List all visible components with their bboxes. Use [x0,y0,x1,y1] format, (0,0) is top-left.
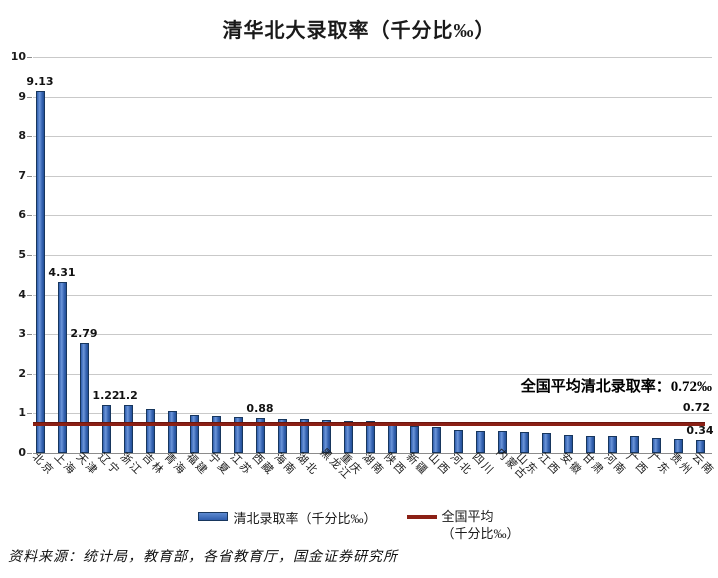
bar-甘肃 [585,435,595,453]
legend-item-admission-rate: 清北录取率（千分比‰） [198,508,377,527]
y-axis-label-5: 5 [18,248,26,261]
y-axis-label-3: 3 [18,327,26,341]
bar-四川 [475,430,485,453]
y-axis-tick-10 [27,57,32,58]
gridline-1 [33,413,712,415]
bar-江西 [541,433,551,453]
bar-value-label-北京: 9.13 [26,75,54,89]
gridline-8 [33,136,712,138]
legend-label-admission-rate: 清北录取率（千分比‰） [233,511,377,526]
bar-山东 [519,432,529,453]
line-swatch-icon [406,515,437,519]
y-axis-tick-2 [27,373,32,375]
gridline-10 [33,57,712,58]
y-axis-tick-3 [27,334,32,336]
legend-item-national-average: 全国平均 （千分比‰） [406,508,520,542]
bar-河南 [607,435,617,453]
bar-河北 [453,430,463,453]
gridline-7 [33,175,712,177]
y-axis-label-0: 0 [18,446,26,459]
bar-新疆 [409,426,419,453]
legend-label-national-average-line1: 全国平均 [441,509,494,524]
legend-label-national-average: 全国平均 （千分比‰） [442,508,520,542]
bar-西藏 [255,418,265,453]
y-axis-tick-1 [27,413,32,415]
bar-内蒙古 [497,431,507,453]
y-axis-tick-6 [27,215,32,217]
bar-swatch-icon [198,512,229,521]
y-axis-tick-5 [27,255,32,256]
bar-辽宁 [101,404,111,453]
bar-value-label-云南: 0.34 [686,423,714,437]
national-average-line [33,422,705,427]
y-axis-tick-8 [27,136,32,138]
bar-重庆 [343,420,353,453]
bar-浙江 [123,405,133,453]
y-axis-label-1: 1 [18,406,26,420]
bar-广西 [629,436,639,453]
bar-海南 [277,418,287,453]
bar-福建 [189,414,199,453]
bar-广东 [651,438,661,453]
y-axis-label-9: 9 [18,89,26,103]
bar-湖南 [365,421,375,453]
bar-value-label-辽宁: 1.22 [92,388,120,402]
bar-天津 [79,342,89,453]
chart-title: 清华北大录取率（千分比‰） [222,20,496,42]
y-axis-label-2: 2 [18,366,26,380]
bar-青海 [167,411,177,453]
bar-贵州 [673,439,683,453]
gridline-0 [33,453,712,454]
bar-上海 [57,282,67,453]
y-axis-tick-7 [27,175,32,177]
bar-湖北 [299,418,309,453]
national-average-value-label: 0.72 [682,401,710,414]
y-axis-tick-9 [27,96,32,98]
bar-value-label-西藏: 0.88 [246,402,274,416]
national-average-annotation: 全国平均清北录取率：0.72‰ [520,379,712,395]
gridline-9 [33,96,712,98]
bar-云南 [695,439,705,453]
bar-value-label-天津: 2.79 [70,326,98,340]
bar-安徽 [563,434,573,453]
y-axis-label-4: 4 [18,287,26,301]
bar-江苏 [233,416,243,453]
gridline-5 [33,255,712,256]
bar-山西 [431,426,441,453]
y-axis-label-7: 7 [18,168,26,182]
source-note: 资料来源：统计局，教育部，各省教育厅，国金证券研究所 [8,550,398,565]
y-axis-label-8: 8 [18,129,26,143]
gridline-2 [33,373,712,375]
bar-吉林 [145,409,155,453]
legend: 清北录取率（千分比‰） 全国平均 （千分比‰） [0,508,718,542]
bar-value-label-浙江: 1.2 [118,389,138,403]
gridline-6 [33,215,712,217]
legend-label-national-average-line2: （千分比‰） [441,526,520,541]
gridline-3 [33,334,712,336]
y-axis-tick-0 [27,453,32,454]
y-axis-label-6: 6 [18,208,26,222]
bar-value-label-上海: 4.31 [48,266,76,280]
bar-黑龙江 [321,419,331,453]
bar-北京 [35,91,45,453]
plot-area: 0.72 全国平均清北录取率：0.72‰ 0 1 2 3 4 5 6 7 8 9 10 北京 上海 天津辽… [11,50,716,480]
y-axis-tick-4 [27,294,32,296]
bar-宁夏 [211,416,221,453]
gridline-4 [33,294,712,296]
y-axis-label-10: 10 [10,50,26,63]
